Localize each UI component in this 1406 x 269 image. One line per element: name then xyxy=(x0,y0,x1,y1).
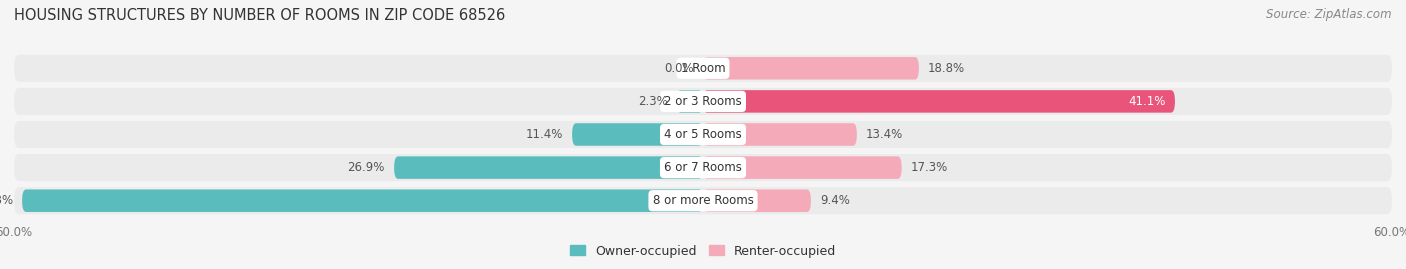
Text: 6 or 7 Rooms: 6 or 7 Rooms xyxy=(664,161,742,174)
FancyBboxPatch shape xyxy=(703,57,920,80)
FancyBboxPatch shape xyxy=(14,121,1392,148)
Text: 1 Room: 1 Room xyxy=(681,62,725,75)
FancyBboxPatch shape xyxy=(14,55,1392,82)
FancyBboxPatch shape xyxy=(703,90,1175,113)
Text: 26.9%: 26.9% xyxy=(347,161,385,174)
Legend: Owner-occupied, Renter-occupied: Owner-occupied, Renter-occupied xyxy=(565,239,841,263)
FancyBboxPatch shape xyxy=(14,154,1392,181)
FancyBboxPatch shape xyxy=(572,123,703,146)
Text: 0.0%: 0.0% xyxy=(664,62,693,75)
Text: 18.8%: 18.8% xyxy=(928,62,965,75)
Text: 41.1%: 41.1% xyxy=(1129,95,1166,108)
FancyBboxPatch shape xyxy=(703,156,901,179)
FancyBboxPatch shape xyxy=(394,156,703,179)
Text: Source: ZipAtlas.com: Source: ZipAtlas.com xyxy=(1267,8,1392,21)
FancyBboxPatch shape xyxy=(14,187,1392,214)
Text: 17.3%: 17.3% xyxy=(911,161,948,174)
FancyBboxPatch shape xyxy=(703,189,811,212)
Text: 2 or 3 Rooms: 2 or 3 Rooms xyxy=(664,95,742,108)
FancyBboxPatch shape xyxy=(703,123,856,146)
Text: HOUSING STRUCTURES BY NUMBER OF ROOMS IN ZIP CODE 68526: HOUSING STRUCTURES BY NUMBER OF ROOMS IN… xyxy=(14,8,505,23)
FancyBboxPatch shape xyxy=(14,88,1392,115)
Text: 13.4%: 13.4% xyxy=(866,128,903,141)
Text: 59.3%: 59.3% xyxy=(0,194,13,207)
FancyBboxPatch shape xyxy=(676,90,703,113)
Text: 8 or more Rooms: 8 or more Rooms xyxy=(652,194,754,207)
Text: 4 or 5 Rooms: 4 or 5 Rooms xyxy=(664,128,742,141)
Text: 9.4%: 9.4% xyxy=(820,194,851,207)
Text: 2.3%: 2.3% xyxy=(638,95,668,108)
FancyBboxPatch shape xyxy=(22,189,703,212)
Text: 11.4%: 11.4% xyxy=(526,128,562,141)
